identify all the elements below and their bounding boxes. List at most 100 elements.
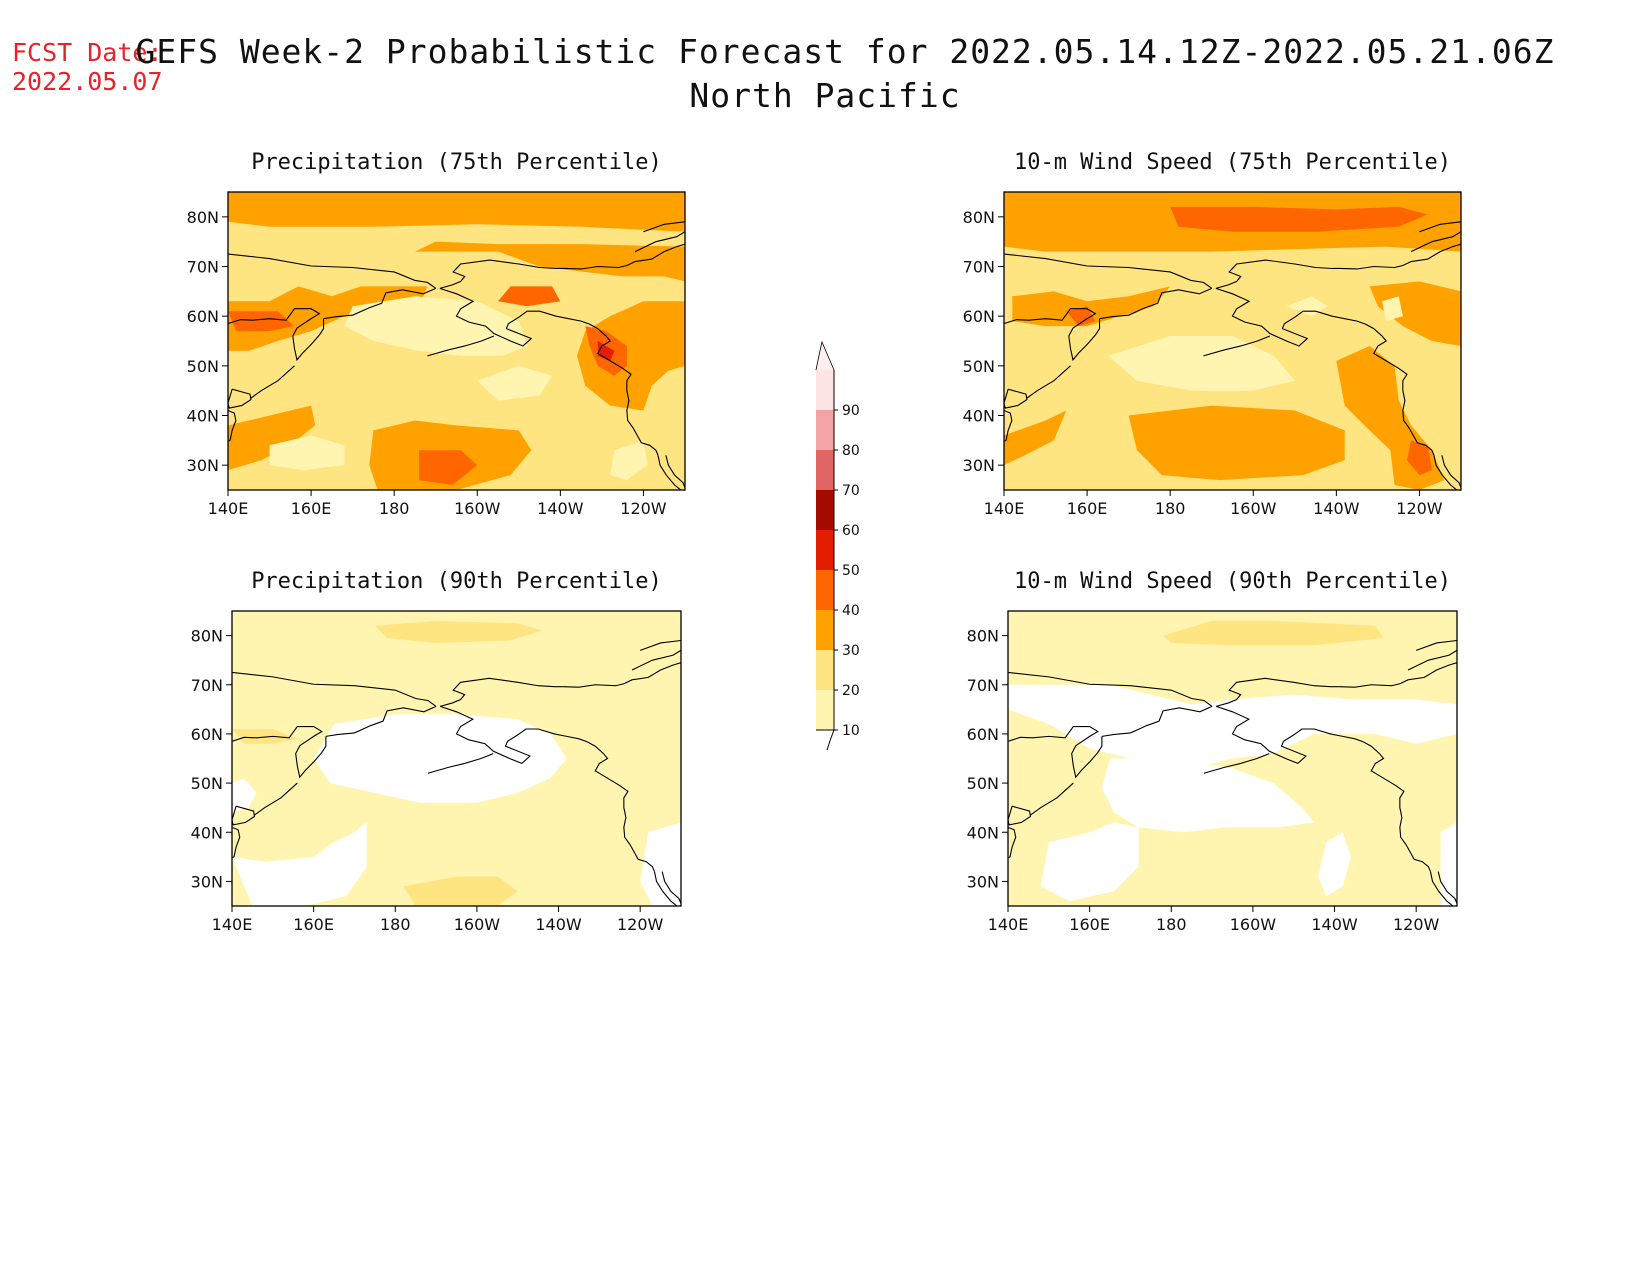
lon-tick-label: 160W [1230, 499, 1277, 518]
lon-tick-label: 180 [380, 915, 411, 934]
probability-region-c10 [477, 365, 553, 401]
coastline [665, 455, 685, 488]
lat-tick-label: 50N [963, 357, 995, 376]
page-title: GEFS Week-2 Probabilistic Forecast for 2… [0, 30, 1650, 118]
probability-region-c40 [419, 450, 478, 486]
colorbar-legend: 10 20 30 40 50 60 70 80 90 [815, 340, 860, 750]
colorbar-label: 20 [842, 683, 860, 699]
probability-region-c10 [1382, 296, 1403, 322]
shaded-field [1004, 192, 1461, 490]
map-frame [231, 610, 682, 907]
probability-region-white [1318, 832, 1351, 897]
probability-region-c40 [1406, 440, 1432, 476]
coastline [1216, 677, 1339, 707]
colorbar-label: 30 [842, 643, 860, 659]
lon-tick-label: 140E [988, 915, 1029, 934]
coastline [232, 725, 327, 779]
lon-tick-label: 120W [1396, 499, 1443, 518]
coastline [228, 253, 437, 289]
lon-tick-label: 120W [620, 499, 667, 518]
lon-tick-label: 160W [454, 915, 501, 934]
coastline [1030, 782, 1074, 816]
lat-tick-label: 60N [191, 725, 223, 744]
colorbar-label: 70 [842, 483, 860, 499]
coastline [657, 455, 682, 490]
map-frame [1003, 191, 1462, 491]
probability-region-white [313, 714, 567, 803]
probability-region-c40 [1170, 206, 1428, 232]
title-region: North Pacific [689, 76, 961, 115]
coastline [1441, 455, 1461, 488]
colorbar-swatch [816, 370, 834, 410]
probability-region-c30 [228, 405, 316, 471]
probability-region-white [1040, 822, 1139, 902]
map-panel-wind-75: 10-m Wind Speed (75th Percentile) 140E 16… [963, 150, 1462, 518]
probability-region-c20 [403, 876, 518, 906]
title-line-1: GEFS Week-2 Probabilistic Forecast for 2… [135, 32, 1555, 71]
map-panel-precip-90: Precipitation (90th Percentile) 140E 160E… [191, 569, 682, 934]
fcst-date-value: 2022.05.07 [12, 67, 163, 96]
lat-tick-label: 40N [191, 823, 223, 842]
colorbar-label: 40 [842, 603, 860, 619]
coastline [1099, 287, 1212, 320]
coastline [325, 705, 437, 737]
lat-tick-label: 60N [967, 725, 999, 744]
colorbar-swatch [816, 530, 834, 570]
colorbar-swatch [816, 650, 834, 690]
colorbar-swatch [816, 570, 834, 610]
coastline [232, 826, 241, 859]
lat-tick-label: 50N [967, 774, 999, 793]
coastline [634, 231, 685, 253]
probability-region-c30 [1369, 281, 1461, 346]
coastline [1008, 725, 1103, 779]
coastline [1008, 671, 1213, 707]
coastline [1433, 455, 1458, 490]
colorbar-swatch [816, 410, 834, 450]
lon-tick-label: 160E [291, 499, 332, 518]
coastline [1419, 221, 1461, 233]
coastline [1415, 639, 1457, 651]
coastline [1203, 753, 1270, 774]
panel-title: 10-m Wind Speed (90th Percentile) [1013, 569, 1452, 594]
lat-tick-label: 60N [963, 307, 995, 326]
shaded-field [232, 611, 681, 906]
probability-region-white [1440, 822, 1457, 906]
lon-tick-label: 160E [1069, 915, 1110, 934]
probability-region-c10 [1107, 336, 1295, 391]
lat-tick-label: 80N [967, 627, 999, 646]
lon-tick-label: 140W [1313, 499, 1360, 518]
coastline [1437, 871, 1457, 904]
coastline [653, 871, 678, 906]
coastline [250, 365, 295, 399]
coastline [1340, 243, 1461, 270]
probability-region-c20 [374, 620, 543, 643]
map-canvas: 140E 160E 180 160W 140W 120W 80N 70N 60N 50N 40N 30… [963, 191, 1462, 518]
lat-tick-label: 80N [187, 208, 219, 227]
probability-region-c10 [269, 435, 345, 471]
coastline [1004, 410, 1013, 442]
coastline [1410, 231, 1461, 253]
panel-title: Precipitation (75th Percentile) [251, 150, 662, 175]
coastline [232, 805, 256, 826]
probability-region-c40 [228, 311, 295, 332]
colorbar-swatch [816, 610, 834, 650]
lon-tick-label: 140W [537, 499, 584, 518]
coastline [439, 705, 588, 765]
colorbar-top-cap [815, 340, 835, 371]
lon-tick-label: 160W [454, 499, 501, 518]
probability-region-white [640, 822, 681, 906]
lat-tick-label: 80N [963, 208, 995, 227]
probability-region-c30 [1004, 410, 1067, 466]
colorbar-label: 80 [842, 443, 860, 459]
probability-region-white [232, 822, 367, 906]
lat-tick-label: 40N [187, 407, 219, 426]
shaded-field [228, 192, 685, 490]
probability-region-white [232, 778, 257, 813]
lon-tick-label: 140W [535, 915, 582, 934]
coastline [427, 753, 494, 774]
coastline [1429, 871, 1454, 906]
coastline [1026, 365, 1071, 399]
coastline [427, 335, 495, 357]
map-panel-precip-75: Precipitation (75th Percentile) 140E 160E… [187, 150, 686, 518]
colorbar-label: 10 [842, 723, 860, 739]
